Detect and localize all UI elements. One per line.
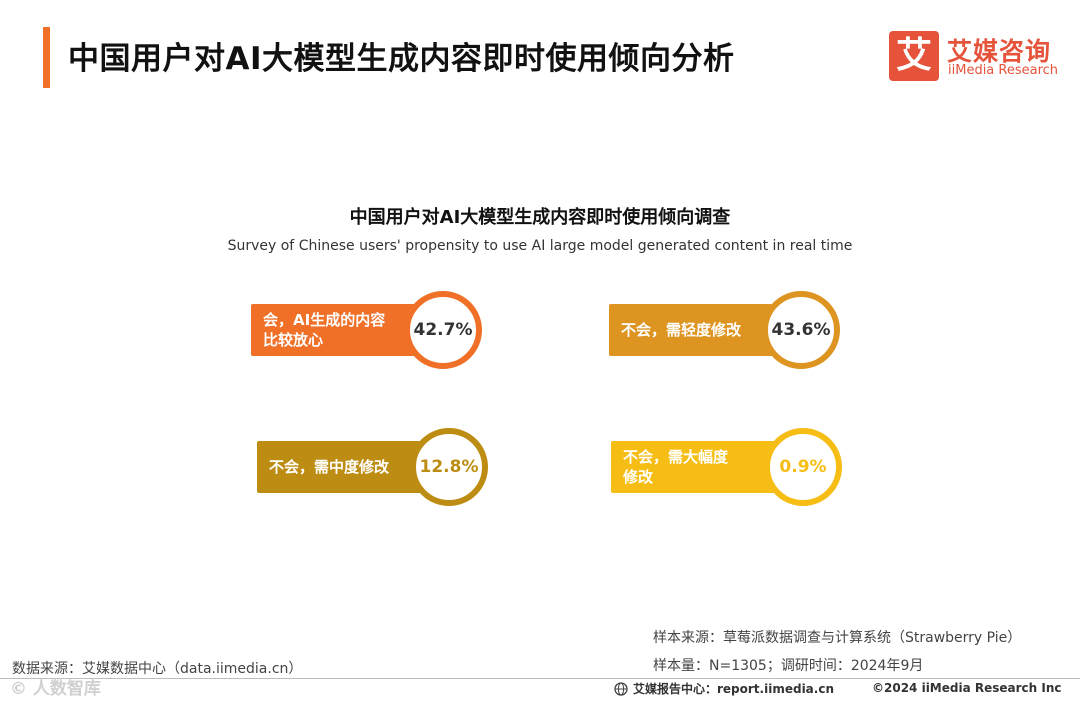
category-label: 不会，需轻度修改 [621, 321, 742, 339]
value-label: 43.6% [771, 320, 831, 340]
page-title: 中国用户对AI大模型生成内容即时使用倾向分析 [68, 41, 735, 77]
copyright-text: ©2024 iiMedia Research Inc [872, 681, 1062, 695]
chart-item: 会，AI生成的内容 比较放心 42.7% [251, 291, 482, 371]
value-circle: 12.8% [410, 428, 488, 506]
chart-item: 不会，需轻度修改 43.6% [609, 291, 840, 371]
logo-chinese-name: 艾媒咨询 [947, 37, 1052, 66]
title-accent-bar [43, 27, 50, 88]
watermark-text: © 人数智库 [10, 679, 101, 699]
logo-english-name: iiMedia Research [948, 63, 1059, 78]
chart-subtitle: Survey of Chinese users' propensity to u… [227, 238, 853, 254]
report-center-link[interactable]: 艾媒报告中心：report.iimedia.cn [614, 680, 834, 697]
logo-mark: 艾 [889, 31, 939, 81]
iimedia-logo: 艾 艾媒咨询 iiMedia Research [889, 31, 1069, 83]
report-center-text: 艾媒报告中心：report.iimedia.cn [633, 682, 834, 696]
category-label: 会，AI生成的内容 比较放心 [263, 311, 386, 349]
value-label: 12.8% [419, 457, 479, 477]
category-label: 不会，需中度修改 [269, 458, 390, 476]
globe-icon [614, 681, 628, 696]
sample-source-text: 样本来源：草莓派数据调查与计算系统（Strawberry Pie） [653, 630, 1022, 646]
value-circle: 42.7% [404, 291, 482, 369]
value-label: 42.7% [413, 320, 473, 340]
chart-item: 不会，需中度修改 12.8% [257, 428, 488, 508]
chart-title: 中国用户对AI大模型生成内容即时使用倾向调查 [349, 207, 731, 228]
value-circle: 43.6% [762, 291, 840, 369]
value-label: 0.9% [779, 457, 827, 477]
value-circle: 0.9% [764, 428, 842, 506]
footer-divider [0, 678, 1080, 679]
category-label: 不会，需大幅度 修改 [623, 448, 729, 486]
sample-size-text: 样本量：N=1305；调研时间：2024年9月 [653, 658, 924, 674]
chart-item: 不会，需大幅度 修改 0.9% [611, 428, 842, 508]
data-source-text: 数据来源：艾媒数据中心（data.iimedia.cn） [12, 661, 303, 677]
